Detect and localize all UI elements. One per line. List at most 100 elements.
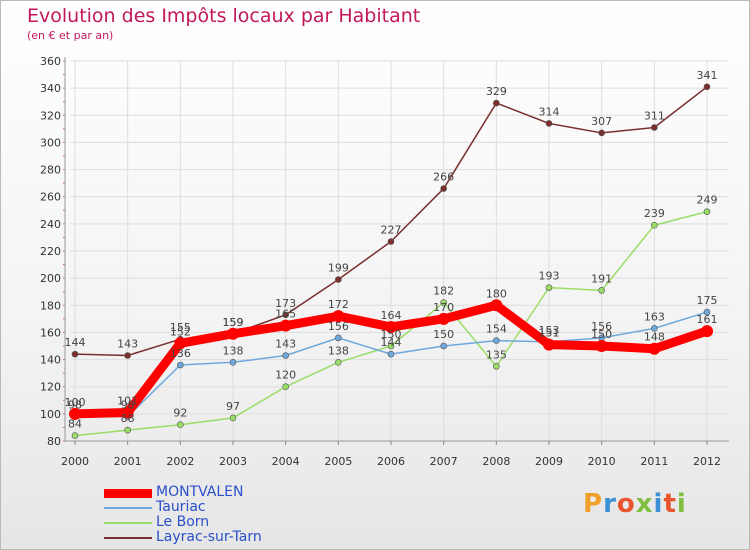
brand-letter: t bbox=[663, 489, 677, 519]
data-label: 138 bbox=[223, 344, 244, 357]
x-tick-label: 2006 bbox=[377, 455, 405, 468]
legend-swatch bbox=[104, 522, 152, 524]
data-label: 152 bbox=[170, 325, 191, 338]
x-tick-label: 2012 bbox=[693, 455, 721, 468]
data-point bbox=[71, 350, 79, 358]
data-label: 92 bbox=[173, 407, 187, 420]
data-point bbox=[490, 299, 503, 312]
data-point bbox=[282, 383, 289, 391]
data-label: 98 bbox=[68, 399, 82, 412]
data-point bbox=[651, 124, 658, 131]
data-label: 97 bbox=[226, 400, 240, 413]
data-labels: 100 101 152 159 165 172 164 170 180 151 150 148 161 9… bbox=[65, 69, 718, 431]
legend-label: Le Born bbox=[156, 514, 210, 530]
data-label: 144 bbox=[381, 336, 402, 349]
data-label: 165 bbox=[275, 308, 296, 321]
y-tick-label: 280 bbox=[40, 164, 61, 177]
data-label: 136 bbox=[170, 347, 191, 360]
data-point bbox=[385, 321, 397, 333]
data-point bbox=[279, 319, 292, 332]
data-point bbox=[177, 421, 184, 429]
y-tick-label: 300 bbox=[40, 136, 61, 149]
data-label: 153 bbox=[539, 324, 560, 337]
brand-letter: r bbox=[603, 489, 617, 519]
data-point bbox=[335, 276, 342, 283]
data-label: 172 bbox=[328, 298, 349, 311]
data-point bbox=[545, 284, 553, 291]
data-label: 120 bbox=[275, 369, 296, 382]
legend-label: Tauriac bbox=[156, 499, 206, 515]
axes bbox=[63, 57, 729, 445]
data-label: 101 bbox=[117, 395, 138, 408]
data-point bbox=[545, 120, 553, 127]
data-point bbox=[543, 338, 555, 351]
grid-lines bbox=[71, 60, 729, 442]
y-tick-label: 200 bbox=[40, 272, 61, 285]
data-point bbox=[124, 352, 131, 359]
data-label: 249 bbox=[697, 194, 718, 207]
data-point bbox=[121, 406, 134, 419]
data-label: 191 bbox=[591, 272, 612, 285]
brand-letter: i bbox=[653, 489, 664, 519]
data-point bbox=[282, 311, 289, 319]
data-point bbox=[335, 334, 342, 342]
x-tick-label: 2002 bbox=[166, 455, 194, 468]
data-label: 175 bbox=[697, 294, 718, 307]
x-tick-label: 2003 bbox=[219, 455, 247, 468]
data-label: 161 bbox=[697, 313, 718, 326]
data-label: 143 bbox=[117, 338, 138, 351]
x-tick-label: 2009 bbox=[535, 455, 563, 468]
data-label: 164 bbox=[381, 309, 402, 322]
data-point bbox=[387, 342, 395, 350]
brand-logo: Proxiti bbox=[583, 489, 687, 519]
data-point bbox=[440, 342, 447, 350]
legend-swatch bbox=[104, 488, 152, 498]
x-axis-ticks: 2000 2001 2002 2003 2004 2005 2006 2007 2008 2009… bbox=[61, 455, 721, 468]
x-tick-label: 2007 bbox=[430, 455, 458, 468]
data-label: 156 bbox=[328, 320, 349, 333]
data-point bbox=[227, 327, 239, 340]
data-point bbox=[701, 325, 713, 338]
data-point bbox=[387, 350, 395, 358]
x-tick-label: 2011 bbox=[640, 455, 668, 468]
data-point bbox=[493, 99, 500, 107]
data-label: 314 bbox=[539, 105, 560, 118]
data-point bbox=[493, 337, 500, 344]
data-point bbox=[598, 129, 605, 137]
y-tick-label: 80 bbox=[47, 435, 61, 448]
data-point bbox=[493, 363, 500, 370]
data-label: 144 bbox=[65, 336, 86, 349]
brand-letter: o bbox=[616, 489, 636, 519]
brand-letter: P bbox=[583, 489, 604, 519]
y-tick-label: 120 bbox=[40, 381, 61, 394]
x-tick-label: 2005 bbox=[324, 455, 352, 468]
data-point bbox=[703, 83, 711, 91]
data-label: 98 bbox=[121, 399, 135, 412]
data-label: 182 bbox=[433, 285, 454, 298]
x-tick-label: 2008 bbox=[482, 455, 510, 468]
data-label: 173 bbox=[275, 297, 296, 310]
data-label: 180 bbox=[486, 287, 507, 300]
data-label: 151 bbox=[539, 327, 560, 340]
data-label: 163 bbox=[644, 310, 665, 323]
data-label: 266 bbox=[433, 171, 454, 184]
x-tick-label: 2000 bbox=[61, 455, 89, 468]
data-label: 193 bbox=[539, 270, 560, 283]
data-label: 227 bbox=[381, 224, 402, 237]
data-point bbox=[71, 432, 79, 439]
chart-title: Evolution des Impôts locaux par Habitant bbox=[27, 5, 421, 27]
data-label: 329 bbox=[486, 85, 507, 98]
x-tick-label: 2004 bbox=[272, 455, 300, 468]
data-point bbox=[703, 308, 711, 316]
data-point bbox=[335, 358, 342, 366]
data-point bbox=[703, 208, 711, 215]
data-point bbox=[174, 337, 187, 350]
legend-label: Layrac-sur-Tarn bbox=[156, 529, 262, 545]
data-point bbox=[332, 310, 345, 323]
y-tick-label: 100 bbox=[40, 408, 61, 421]
data-point bbox=[440, 185, 447, 192]
data-label: 154 bbox=[486, 323, 507, 336]
y-tick-label: 140 bbox=[40, 354, 61, 367]
y-tick-label: 220 bbox=[40, 245, 61, 258]
